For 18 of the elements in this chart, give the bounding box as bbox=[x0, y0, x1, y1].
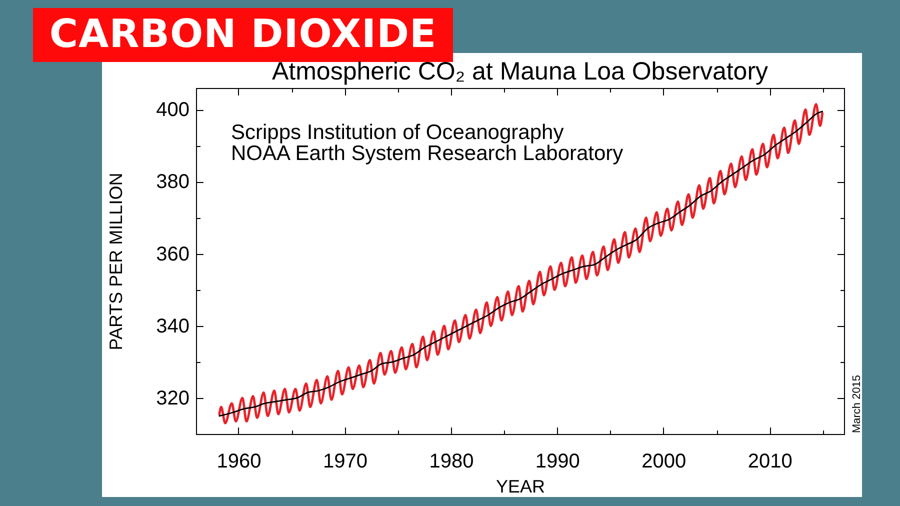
chart-title: CARBON DIOXIDE bbox=[49, 12, 437, 57]
annotation: Scripps Institution of Oceanography bbox=[231, 121, 564, 144]
annotation: NOAA Earth System Research Laboratory bbox=[231, 142, 624, 165]
x-axis-title: YEAR bbox=[496, 476, 546, 496]
text: March 2015 bbox=[851, 374, 863, 434]
y-tick-label: 380 bbox=[156, 171, 190, 194]
x-tick-label: 1970 bbox=[322, 450, 368, 472]
x-tick-label: 2000 bbox=[642, 450, 686, 472]
y-axis-title: PARTS PER MILLION bbox=[106, 172, 126, 350]
x-tick-label: 1990 bbox=[535, 450, 580, 472]
x-tick-label: 2010 bbox=[748, 450, 792, 472]
y-tick-label: 400 bbox=[156, 99, 190, 122]
x-tick-label: 1980 bbox=[429, 450, 474, 472]
chart-subtitle: Atmospheric CO₂ at Mauna Loa Observatory bbox=[272, 58, 769, 86]
y-tick-label: 360 bbox=[156, 243, 190, 266]
y-tick-label: 320 bbox=[156, 387, 190, 410]
y-tick-label: 340 bbox=[156, 315, 190, 338]
x-tick-label: 1960 bbox=[216, 450, 262, 472]
